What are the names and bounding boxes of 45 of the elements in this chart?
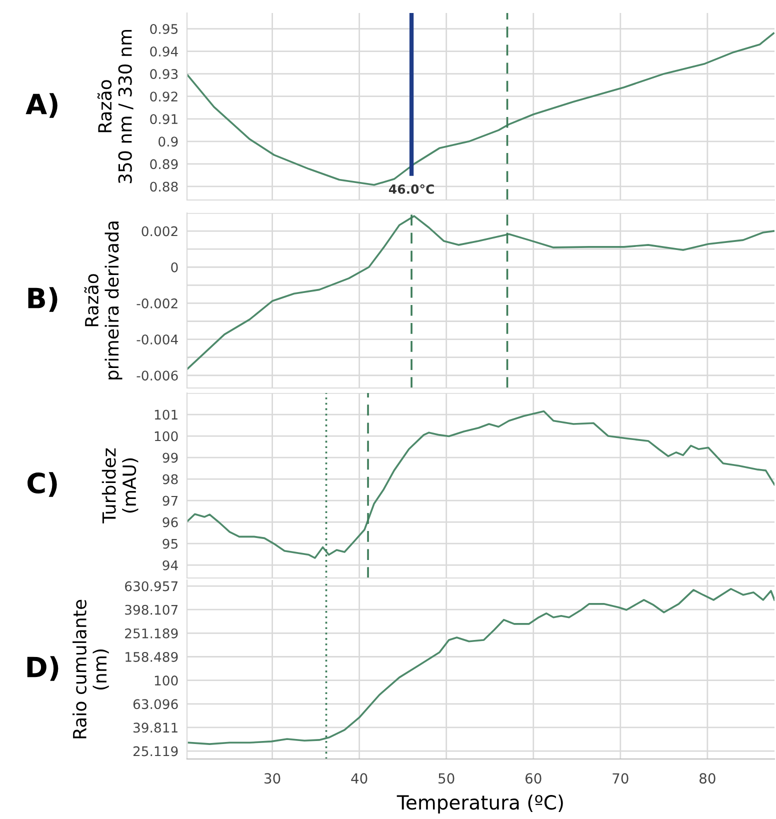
x-tick-label: 40 (351, 773, 368, 784)
y-tick-label: 0.94 (150, 46, 178, 56)
y-tick-label: 0.9 (158, 136, 178, 147)
x-axis-title: Temperatura (ºC) (396, 794, 563, 814)
ref-line-label: 46.0°C (388, 184, 434, 194)
y-tick-label: 95 (162, 538, 178, 549)
y-tick-label: 101 (154, 410, 178, 420)
text: B) (28, 287, 58, 312)
y-tick-label: 0.93 (150, 69, 178, 80)
y-tick-label: 0.88 (150, 182, 178, 192)
y-tick-label: 96 (162, 517, 178, 528)
y-tick-label: 63.096 (133, 699, 178, 710)
y-tick-label: 0.002 (142, 226, 178, 236)
y-tick-label: 98 (162, 474, 178, 484)
y-axis-title: Razão 350 nm / 330 nm (97, 30, 134, 184)
y-tick-label: 97 (162, 496, 178, 506)
x-tick-label: 80 (700, 773, 716, 784)
y-tick-label: 0.92 (150, 92, 178, 102)
y-tick-label: 0 (171, 262, 178, 272)
y-tick-label: 100 (154, 676, 178, 686)
x-tick-label: 50 (438, 773, 454, 784)
text: D) (27, 656, 58, 681)
y-axis-title: Turbidez (mAU) (102, 448, 138, 524)
y-tick-label: 94 (162, 560, 178, 570)
y-tick-label: 25.119 (133, 746, 178, 756)
x-tick-label: 60 (526, 773, 542, 784)
y-tick-label: -0.002 (136, 298, 178, 308)
y-axis-title: Raio cumulante (nm) (72, 600, 109, 738)
y-tick-label: 630.957 (125, 581, 178, 592)
text: C) (28, 472, 57, 497)
x-tick-label: 70 (612, 773, 628, 784)
y-tick-label: 100 (154, 431, 178, 442)
y-tick-label: 158.489 (126, 652, 178, 662)
x-tick-label: 30 (264, 773, 280, 784)
y-tick-label: 251.189 (125, 628, 178, 638)
y-tick-label: 0.89 (150, 159, 178, 170)
y-tick-label: -0.004 (136, 334, 178, 344)
y-tick-label: 0.91 (150, 114, 178, 124)
y-tick-label: 39.811 (134, 722, 178, 733)
y-tick-label: 398.107 (125, 604, 178, 615)
y-tick-label: -0.006 (136, 370, 178, 381)
y-tick-label: 99 (162, 452, 178, 463)
text: A) (26, 93, 58, 118)
y-axis-title: Razão primeira derivada (84, 222, 122, 380)
y-tick-label: 0.95 (150, 24, 178, 34)
